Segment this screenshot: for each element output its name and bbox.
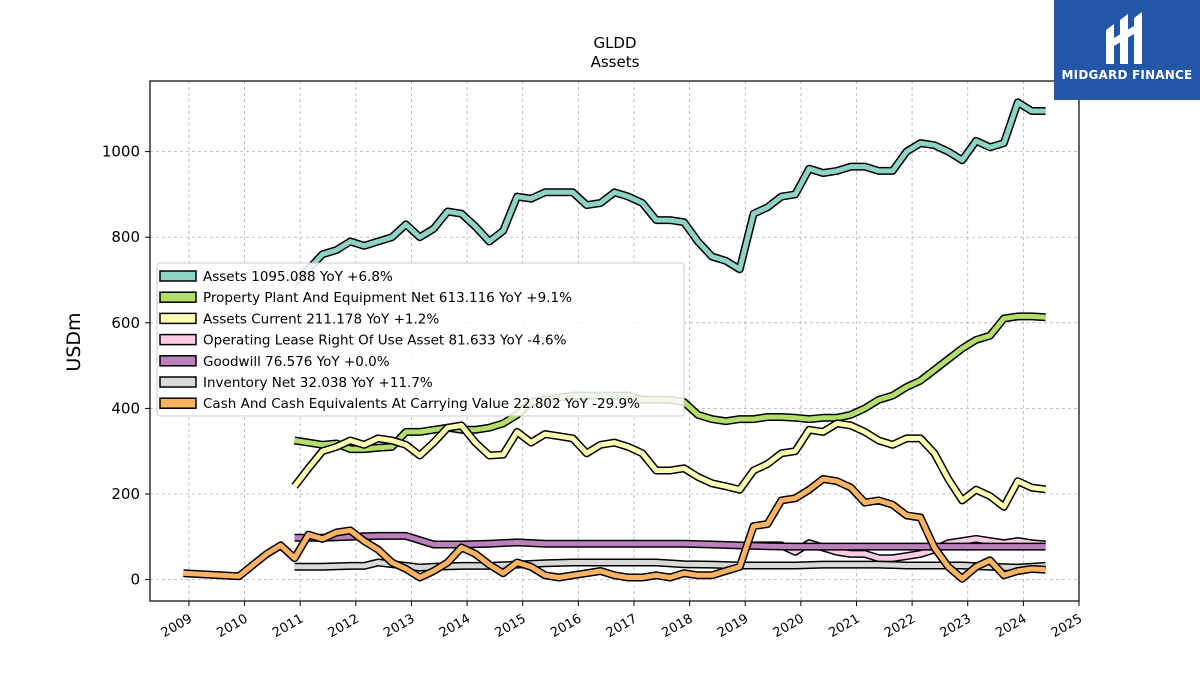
- x-tick-label: 2016: [548, 611, 584, 641]
- legend-swatch: [159, 355, 197, 367]
- y-tick-label: 1000: [102, 143, 140, 161]
- legend-swatch: [159, 333, 197, 346]
- series-line: [183, 476, 1046, 582]
- x-tick-label: 2011: [270, 611, 306, 641]
- legend-entry: Goodwill 76.576 YoY +0.0%: [203, 354, 390, 370]
- x-tick-label: 2025: [1049, 611, 1085, 641]
- x-tick-label: 2018: [659, 611, 695, 641]
- chart-title: GLDD: [593, 34, 636, 52]
- x-tick-label: 2019: [715, 611, 751, 641]
- legend-entry: Assets 1095.088 YoY +6.8%: [203, 269, 393, 285]
- legend-entry: Property Plant And Equipment Net 613.116…: [203, 290, 572, 306]
- x-tick-label: 2014: [437, 611, 473, 641]
- series-line: [292, 420, 1046, 510]
- x-axis-ticks: 2009 2010 2011 2012 2013 2014 2015 2016 2017 2018…: [159, 601, 1085, 641]
- y-axis-label: USDm: [63, 312, 85, 371]
- series-line: [292, 99, 1046, 285]
- series-outline: [291, 98, 1046, 286]
- legend-swatch: [159, 270, 197, 282]
- midgard-finance-logo: MIDGARD FINANCE: [1054, 0, 1200, 100]
- legend: Assets 1095.088 YoY +6.8% Property Plant …: [156, 262, 685, 417]
- x-tick-label: 2013: [381, 611, 417, 641]
- x-tick-label: 2020: [771, 611, 807, 641]
- legend-box: [156, 262, 685, 417]
- logo-text: MIDGARD FINANCE: [1061, 68, 1193, 82]
- x-tick-label: 2024: [993, 611, 1029, 641]
- x-tick-label: 2012: [326, 611, 362, 641]
- y-axis-ticks: 0 200 400 600 800 1000: [102, 143, 150, 589]
- x-tick-label: 2009: [159, 611, 195, 641]
- series-line: [294, 533, 1046, 550]
- plot-frame: [149, 80, 1080, 602]
- x-tick-label: 2021: [826, 611, 862, 641]
- chart-subtitle: Assets: [591, 53, 640, 71]
- x-tick-label: 2015: [493, 611, 529, 641]
- legend-entry: Cash And Cash Equivalents At Carrying Va…: [203, 396, 640, 412]
- y-tick-label: 800: [111, 228, 140, 246]
- x-tick-label: 2017: [604, 611, 640, 641]
- midgard-m-logo-icon: [1106, 12, 1142, 64]
- legend-entry: Operating Lease Right Of Use Asset 81.63…: [203, 333, 567, 349]
- legend-swatch: [159, 291, 197, 303]
- y-tick-label: 400: [111, 399, 140, 417]
- legend-swatch: [159, 312, 197, 325]
- y-tick-label: 0: [130, 571, 140, 589]
- x-tick-label: 2023: [938, 611, 974, 641]
- x-tick-label: 2022: [882, 611, 918, 641]
- y-tick-label: 200: [111, 485, 140, 503]
- y-tick-label: 600: [111, 314, 140, 332]
- legend-swatch: [159, 376, 197, 388]
- x-tick-label: 2010: [214, 611, 250, 641]
- legend-swatch: [159, 397, 197, 409]
- legend-entry: Assets Current 211.178 YoY +1.2%: [203, 311, 439, 327]
- legend-entry: Inventory Net 32.038 YoY +11.7%: [203, 375, 433, 391]
